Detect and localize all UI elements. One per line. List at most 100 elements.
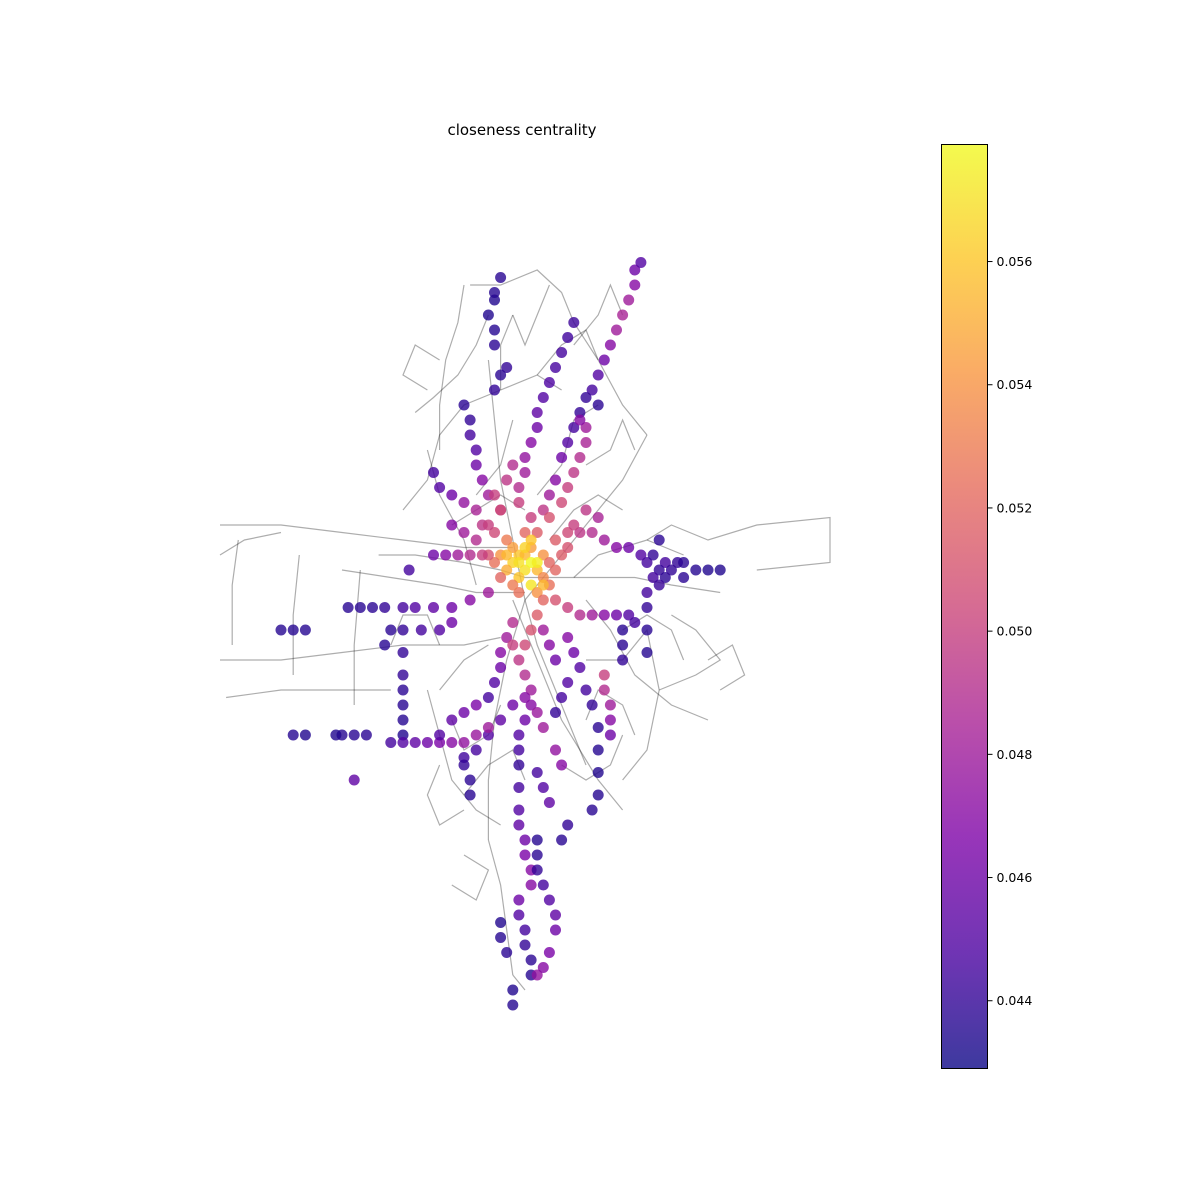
centrality-point (531, 527, 543, 538)
centrality-point (598, 534, 610, 546)
centrality-point (647, 549, 659, 561)
centrality-point (513, 909, 525, 921)
centrality-point (635, 549, 647, 561)
centrality-point (580, 504, 592, 516)
centrality-point (531, 707, 543, 718)
centrality-point (507, 579, 519, 591)
centrality-point (428, 467, 439, 478)
road-segment (470, 269, 563, 293)
centrality-point (550, 744, 561, 756)
centrality-point (428, 602, 439, 613)
centrality-point (507, 617, 519, 628)
centrality-point (537, 549, 549, 561)
centrality-point (476, 549, 488, 561)
centrality-point (519, 714, 531, 726)
centrality-point (495, 647, 507, 658)
centrality-point (385, 737, 397, 748)
centrality-point (543, 512, 555, 523)
centrality-point (550, 909, 561, 921)
centrality-point (574, 662, 586, 673)
centrality-point (489, 324, 500, 336)
centrality-point (495, 917, 507, 928)
colorbar-tick-label: 0.054 (997, 377, 1033, 392)
centrality-point (458, 527, 470, 538)
centrality-point (501, 564, 513, 576)
centrality-point (653, 564, 665, 576)
colorbar-gradient (941, 144, 988, 1069)
centrality-point (513, 804, 525, 816)
centrality-point (379, 639, 391, 651)
centrality-point (531, 422, 543, 433)
centrality-point (519, 834, 531, 846)
centrality-point (574, 414, 586, 426)
centrality-point (507, 999, 519, 1011)
road-segment (451, 854, 490, 901)
centrality-point (623, 294, 635, 306)
centrality-point (556, 759, 568, 771)
centrality-point (525, 512, 537, 523)
centrality-point (653, 579, 665, 591)
centrality-point (519, 669, 531, 681)
centrality-point (495, 272, 507, 283)
centrality-point (550, 534, 561, 546)
centrality-point (519, 939, 531, 951)
centrality-point (562, 602, 574, 613)
road-segment (353, 569, 361, 705)
road-segment (548, 494, 623, 541)
centrality-point (513, 654, 525, 666)
centrality-point (531, 834, 543, 846)
centrality-point (550, 362, 561, 373)
centrality-point (470, 744, 482, 756)
centrality-point (617, 654, 629, 666)
centrality-point (525, 624, 537, 636)
centrality-point (525, 684, 537, 696)
centrality-point (507, 639, 519, 651)
road-segment (439, 284, 465, 450)
centrality-point (415, 624, 427, 636)
centrality-point (531, 767, 543, 778)
centrality-point (489, 557, 500, 568)
centrality-point (409, 602, 421, 613)
centrality-point (489, 677, 500, 688)
centrality-point (287, 624, 299, 636)
centrality-point (464, 414, 476, 426)
centrality-point (623, 542, 635, 553)
centrality-point (513, 759, 525, 771)
centrality-point (299, 624, 311, 636)
road-segment (231, 539, 239, 645)
centrality-point (531, 969, 543, 981)
centrality-point (482, 587, 494, 598)
centrality-point (592, 722, 604, 733)
centrality-point (464, 549, 476, 561)
centrality-point (464, 594, 476, 606)
centrality-point (629, 264, 641, 276)
centrality-point (543, 797, 555, 808)
centrality-point (495, 572, 507, 583)
centrality-point (495, 369, 507, 381)
road-segment (586, 628, 660, 781)
centrality-point (513, 587, 525, 598)
centrality-point (543, 489, 555, 501)
centrality-point (531, 557, 543, 568)
centrality-point (586, 804, 598, 816)
centrality-point (574, 609, 586, 621)
centrality-point (556, 452, 568, 463)
centrality-point (537, 579, 549, 591)
centrality-point (641, 624, 653, 636)
centrality-point (482, 722, 494, 733)
road-segment (646, 516, 831, 571)
centrality-point (611, 542, 622, 553)
centrality-point (531, 864, 543, 876)
road-segment (426, 689, 501, 826)
centrality-point (501, 549, 513, 561)
road-segment (561, 734, 624, 781)
centrality-point (635, 257, 647, 268)
centrality-point (489, 527, 500, 538)
centrality-point (592, 512, 604, 523)
road-segment (220, 524, 513, 549)
centrality-point (562, 819, 574, 831)
centrality-point (507, 459, 519, 471)
centrality-point (458, 497, 470, 508)
centrality-point (714, 564, 726, 576)
centrality-point (543, 639, 555, 651)
